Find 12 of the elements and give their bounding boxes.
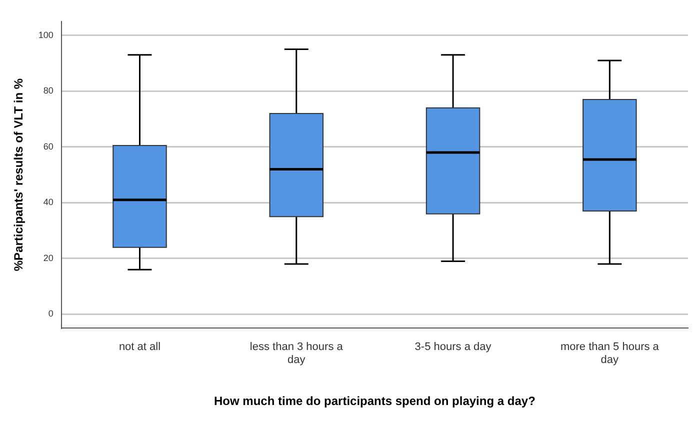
x-tick-label: less than 3 hours a day	[250, 340, 344, 366]
y-tick-label: 40	[43, 197, 54, 208]
x-axis-title: How much time do participants spend on playing a day?	[214, 394, 536, 408]
y-tick-label: 0	[48, 308, 54, 319]
y-axis-title: %Participants' results of VLT in %	[12, 78, 26, 272]
y-tick-label: 60	[43, 141, 54, 152]
x-tick-label: not at all	[118, 340, 161, 353]
y-tick-label: 80	[43, 86, 54, 96]
x-tick-label: 3-5 hours a day	[414, 340, 492, 353]
y-tick-label: 100	[38, 30, 54, 40]
y-tick-label: 20	[43, 252, 54, 263]
x-tick-label: more than 5 hours a day	[560, 340, 660, 366]
